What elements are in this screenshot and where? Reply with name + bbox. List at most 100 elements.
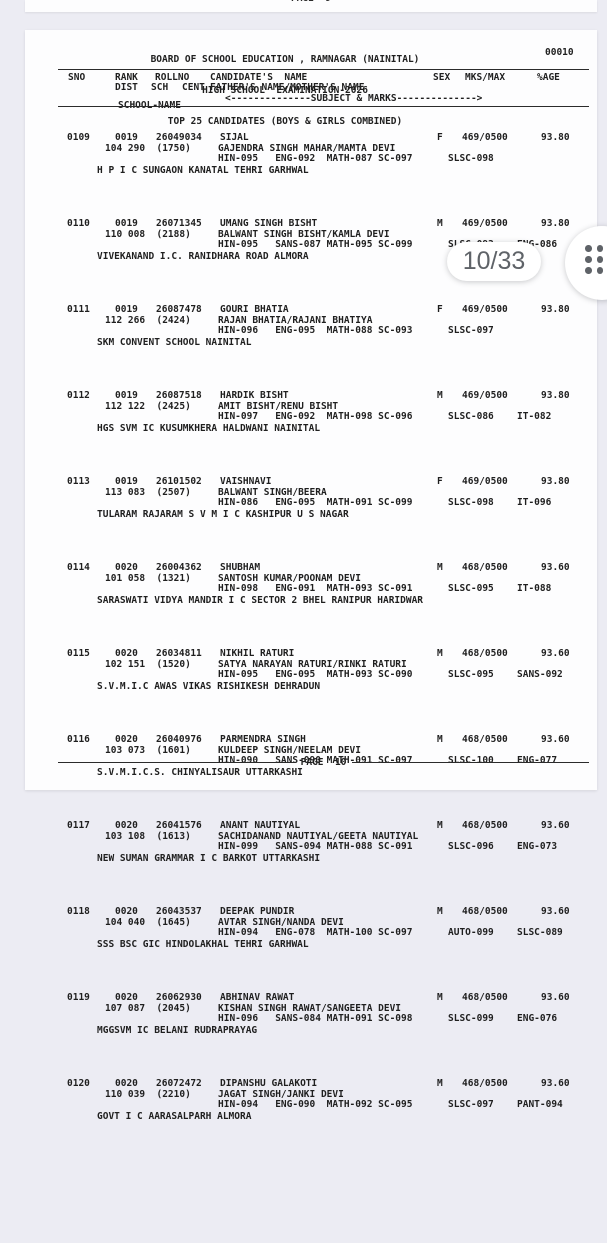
record-school: SARASWATI VIDYA MANDIR I C SECTOR 2 BHEL… bbox=[97, 594, 424, 606]
record-extra-subject-2: IT-082 bbox=[517, 411, 552, 422]
record-sno: 0112 bbox=[67, 390, 90, 401]
record-parents: BALWANT SINGH/BEERA bbox=[218, 486, 327, 498]
record-mks-max: 469/0500 bbox=[462, 218, 508, 229]
record-dist-sch-cent: 103 108 (1613) bbox=[105, 830, 191, 842]
result-record: 0109 0019 26049034 SIJAL F 469/0500 93.8… bbox=[25, 132, 597, 185]
record-name: DIPANSHU GALAKOTI bbox=[220, 1078, 318, 1089]
record-parents: RAJAN BHATIA/RAJANI BHATIYA bbox=[218, 314, 373, 326]
record-parents: SATYA NARAYAN RATURI/RINKI RATURI bbox=[218, 658, 407, 670]
board-title: BOARD OF SCHOOL EDUCATION , RAMNAGAR (NA… bbox=[150, 53, 420, 65]
record-sno: 0119 bbox=[67, 992, 90, 1003]
record-dist-sch-cent: 101 058 (1321) bbox=[105, 572, 191, 584]
document-page[interactable]: BOARD OF SCHOOL EDUCATION , RAMNAGAR (NA… bbox=[25, 30, 597, 1122]
record-dist-sch-cent: 112 266 (2424) bbox=[105, 314, 191, 326]
record-name: SHUBHAM bbox=[220, 562, 261, 573]
record-extra-subject-2: IT-096 bbox=[517, 497, 552, 508]
previous-page-footer: PAGE 9 bbox=[25, 0, 597, 4]
record-name: ANANT NAUTIYAL bbox=[220, 820, 301, 831]
record-rollno: 26041576 bbox=[156, 820, 202, 831]
col-header-sno: SNO bbox=[68, 71, 86, 83]
record-sno: 0118 bbox=[67, 906, 90, 917]
record-name: NIKHIL RATURI bbox=[220, 648, 295, 659]
record-school: HGS SVM IC KUSUMKHERA HALDWANI NAINITAL bbox=[97, 422, 321, 434]
record-sno: 0113 bbox=[67, 476, 90, 487]
record-extra-subject-2: ENG-073 bbox=[517, 841, 558, 852]
record-sno: 0114 bbox=[67, 562, 90, 573]
record-school: S.V.M.I.C.S. CHINYALISAUR UTTARKASHI bbox=[97, 766, 303, 778]
record-rank: 0020 bbox=[115, 1078, 138, 1089]
record-sno: 0111 bbox=[67, 304, 90, 315]
record-rank: 0019 bbox=[115, 304, 138, 315]
record-extra-subject-1: SLSC-098 bbox=[448, 153, 494, 164]
record-subject-marks: HIN-097 ENG-092 MATH-098 SC-096 bbox=[218, 411, 413, 422]
result-record: 0113 0019 26101502 VAISHNAVI F 469/0500 … bbox=[25, 476, 597, 529]
record-subject-marks: HIN-086 ENG-095 MATH-091 SC-099 bbox=[218, 497, 413, 508]
footer-rule-left bbox=[58, 762, 295, 763]
result-record: 0118 0020 26043537 DEEPAK PUNDIR M 468/0… bbox=[25, 906, 597, 959]
record-dist-sch-cent: 113 083 (2507) bbox=[105, 486, 191, 498]
record-sex: M bbox=[437, 906, 443, 917]
record-rank: 0019 bbox=[115, 390, 138, 401]
record-mks-max: 468/0500 bbox=[462, 906, 508, 917]
grid-dots-icon bbox=[585, 245, 603, 274]
record-percentage: 93.60 bbox=[541, 1078, 570, 1089]
record-sex: M bbox=[437, 218, 443, 229]
record-percentage: 93.60 bbox=[541, 992, 570, 1003]
record-sex: M bbox=[437, 1078, 443, 1089]
footer-rule-right bbox=[352, 762, 590, 763]
record-parents: AMIT BISHT/RENU BISHT bbox=[218, 400, 339, 412]
header-rule-bottom bbox=[58, 105, 589, 107]
record-parents: AVTAR SINGH/NANDA DEVI bbox=[218, 916, 344, 928]
result-record: 0117 0020 26041576 ANANT NAUTIYAL M 468/… bbox=[25, 820, 597, 873]
record-subject-marks: HIN-094 ENG-090 MATH-092 SC-095 bbox=[218, 1099, 413, 1110]
record-extra-subject-1: AUTO-099 bbox=[448, 927, 494, 938]
record-parents: KISHAN SINGH RAWAT/SANGEETA DEVI bbox=[218, 1002, 402, 1014]
record-extra-subject-1: SLSC-098 bbox=[448, 497, 494, 508]
record-extra-subject-2: PANT-094 bbox=[517, 1099, 563, 1110]
record-name: GOURI BHATIA bbox=[220, 304, 289, 315]
page-indicator-label: 10/33 bbox=[462, 247, 526, 275]
record-rollno: 26101502 bbox=[156, 476, 202, 487]
previous-page-edge: PAGE 9 bbox=[25, 0, 597, 12]
record-rollno: 26049034 bbox=[156, 132, 202, 143]
col-header-sch: SCH bbox=[151, 82, 169, 93]
result-record: 0112 0019 26087518 HARDIK BISHT M 469/05… bbox=[25, 390, 597, 443]
record-mks-max: 468/0500 bbox=[462, 1078, 508, 1089]
record-extra-subject-2: IT-088 bbox=[517, 583, 552, 594]
record-school: SKM CONVENT SCHOOL NAINITAL bbox=[97, 336, 252, 348]
record-school: SSS BSC GIC HINDOLAKHAL TEHRI GARHWAL bbox=[97, 938, 309, 950]
record-mks-max: 468/0500 bbox=[462, 820, 508, 831]
col-header-cent: CENT bbox=[182, 82, 205, 93]
record-extra-subject-1: SLSC-097 bbox=[448, 1099, 494, 1110]
record-rank: 0019 bbox=[115, 476, 138, 487]
header-rule-top bbox=[58, 68, 589, 70]
record-rollno: 26072472 bbox=[156, 1078, 202, 1089]
record-dist-sch-cent: 103 073 (1601) bbox=[105, 744, 191, 756]
record-mks-max: 469/0500 bbox=[462, 132, 508, 143]
record-sex: M bbox=[437, 734, 443, 745]
record-sno: 0116 bbox=[67, 734, 90, 745]
record-school: TULARAM RAJARAM S V M I C KASHIPUR U S N… bbox=[97, 508, 349, 520]
record-percentage: 93.60 bbox=[541, 820, 570, 831]
document-header: BOARD OF SCHOOL EDUCATION , RAMNAGAR (NA… bbox=[55, 34, 515, 148]
record-dist-sch-cent: 110 008 (2188) bbox=[105, 228, 191, 240]
col-header-candidate-name: CANDIDATE'S NAME bbox=[210, 71, 308, 83]
record-subject-marks: HIN-096 ENG-095 MATH-088 SC-093 bbox=[218, 325, 413, 336]
record-mks-max: 469/0500 bbox=[462, 304, 508, 315]
record-sex: F bbox=[437, 132, 443, 143]
record-mks-max: 468/0500 bbox=[462, 562, 508, 573]
record-rank: 0020 bbox=[115, 734, 138, 745]
record-school: S.V.M.I.C AWAS VIKAS RISHIKESH DEHRADUN bbox=[97, 680, 321, 692]
record-rank: 0020 bbox=[115, 562, 138, 573]
record-parents: JAGAT SINGH/JANKI DEVI bbox=[218, 1088, 344, 1100]
record-mks-max: 468/0500 bbox=[462, 648, 508, 659]
record-extra-subject-2: ENG-077 bbox=[517, 755, 558, 766]
record-extra-subject-2: SANS-092 bbox=[517, 669, 563, 680]
record-subject-marks: HIN-095 ENG-095 MATH-093 SC-090 bbox=[218, 669, 413, 680]
record-extra-subject-2: ENG-076 bbox=[517, 1013, 558, 1024]
record-extra-subject-1: SLSC-095 bbox=[448, 669, 494, 680]
record-rollno: 26062930 bbox=[156, 992, 202, 1003]
record-rollno: 26040976 bbox=[156, 734, 202, 745]
record-sno: 0117 bbox=[67, 820, 90, 831]
record-sno: 0115 bbox=[67, 648, 90, 659]
